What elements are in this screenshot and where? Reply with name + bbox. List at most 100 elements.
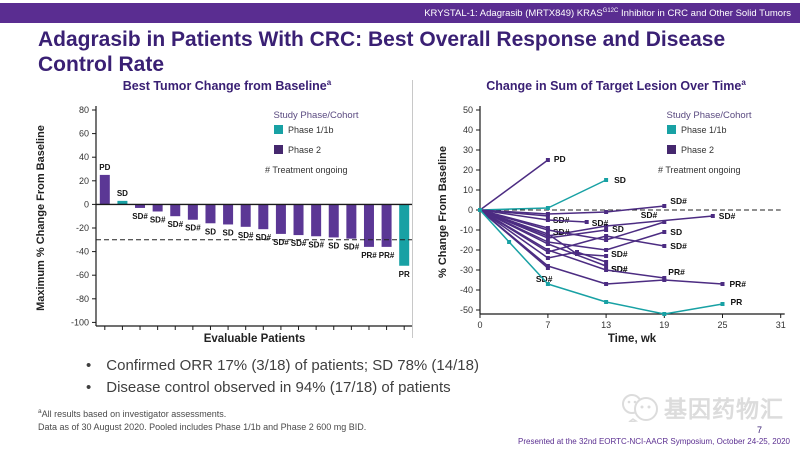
svg-text:SD#: SD# [308, 240, 324, 249]
svg-text:Evaluable Patients: Evaluable Patients [204, 333, 306, 345]
svg-text:-10: -10 [460, 225, 473, 235]
svg-text:13: 13 [601, 320, 611, 330]
svg-text:SD#: SD# [670, 196, 687, 206]
svg-text:SD: SD [328, 241, 339, 250]
svg-text:PR: PR [731, 297, 743, 307]
svg-text:Phase 2: Phase 2 [681, 145, 714, 155]
svg-text:-50: -50 [460, 305, 473, 315]
spider-chart-title: Change in Sum of Target Lesion Over Time… [486, 78, 746, 94]
series-PD [479, 159, 549, 211]
series-SD [479, 179, 607, 211]
svg-text:SD: SD [205, 227, 216, 236]
series-PR# [479, 209, 665, 279]
bar-SD# [346, 204, 357, 239]
bar-PR [399, 204, 410, 266]
svg-text:SD#: SD# [256, 233, 272, 242]
svg-text:0: 0 [84, 199, 89, 209]
chat-face-icon [619, 392, 661, 422]
svg-text:PR#: PR# [730, 279, 747, 289]
svg-text:Time, wk: Time, wk [608, 333, 657, 345]
svg-text:SD#: SD# [132, 212, 148, 221]
svg-text:7: 7 [545, 320, 550, 330]
svg-text:60: 60 [79, 129, 89, 139]
series-SD# [479, 209, 607, 257]
spider-chart-panel: Change in Sum of Target Lesion Over Time… [432, 78, 800, 346]
svg-text:Phase 2: Phase 2 [288, 145, 321, 155]
svg-text:SD: SD [117, 189, 128, 198]
bar-legend: Study Phase/Cohort Phase 1/1b Phase 2 # Tre… [265, 110, 359, 175]
svg-text:Study Phase/Cohort: Study Phase/Cohort [666, 110, 751, 121]
svg-text:PD: PD [554, 154, 566, 164]
bar-SD# [258, 204, 269, 230]
svg-text:PR: PR [399, 270, 410, 279]
svg-text:SD#: SD# [611, 249, 628, 259]
spider-chart: 50 40 30 20 10 0 -10 -20 -30 -40 -50 0 7 13 19 25 31 PD SD… [437, 105, 786, 345]
waterfall-chart-panel: Best Tumor Change from Baselinea 80 60 40 2… [28, 78, 426, 346]
svg-text:50: 50 [463, 105, 473, 115]
key-findings: Confirmed ORR 17% (3/18) of patients; SD… [86, 352, 479, 401]
waterfall-chart-title: Best Tumor Change from Baselinea [122, 78, 332, 94]
svg-text:SD#: SD# [150, 215, 166, 224]
banner-text: KRYSTAL-1: Adagrasib (MRTX849) KRASG12C … [424, 7, 791, 19]
bar-SD [117, 200, 128, 205]
svg-text:Phase 1/1b: Phase 1/1b [681, 125, 727, 135]
svg-text:SD#: SD# [611, 264, 628, 274]
svg-text:SD: SD [223, 228, 234, 237]
svg-text:SD#: SD# [536, 274, 553, 284]
svg-text:40: 40 [463, 125, 473, 135]
svg-text:SD#: SD# [611, 264, 628, 274]
svg-text:# Treatment ongoing: # Treatment ongoing [658, 165, 741, 175]
svg-text:% Change From Baseline: % Change From Baseline [437, 146, 449, 278]
bar-SD# [293, 204, 304, 236]
svg-text:PR#: PR# [361, 251, 377, 260]
svg-text:-100: -100 [71, 317, 89, 327]
svg-text:-40: -40 [76, 247, 89, 257]
svg-text:PR#: PR# [379, 251, 395, 260]
svg-text:SD#: SD# [592, 218, 609, 228]
svg-text:-30: -30 [460, 265, 473, 275]
bar-PR# [381, 204, 392, 247]
svg-text:SD: SD [614, 175, 626, 185]
svg-text:SD#: SD# [641, 210, 658, 220]
svg-text:31: 31 [776, 320, 786, 330]
page-number: 7 [756, 425, 762, 435]
svg-text:0: 0 [477, 320, 482, 330]
svg-text:-80: -80 [76, 294, 89, 304]
bar-SD [205, 204, 216, 224]
bullet-disease-control: Disease control observed in 94% (17/18) … [86, 379, 479, 396]
svg-text:10: 10 [463, 185, 473, 195]
bar-SD# [170, 204, 181, 217]
bar-PR# [363, 204, 374, 247]
bar-SD# [240, 204, 251, 227]
page-title: Adagrasib in Patients With CRC: Best Ove… [38, 28, 726, 77]
watermark-text: 基因药物汇 [664, 396, 784, 422]
bar-SD# [187, 204, 198, 220]
svg-text:19: 19 [659, 320, 669, 330]
bar-PD [99, 174, 110, 205]
svg-text:PR#: PR# [668, 267, 685, 277]
svg-text:PD: PD [99, 163, 110, 172]
bar-SD# [152, 204, 163, 212]
series-SD# [479, 209, 665, 253]
panel-divider [412, 80, 413, 338]
header-banner: KRYSTAL-1: Adagrasib (MRTX849) KRASG12C … [0, 3, 800, 23]
bar-SD [328, 204, 339, 238]
svg-text:SD#: SD# [273, 238, 289, 247]
svg-text:SD: SD [670, 227, 682, 237]
svg-text:SD#: SD# [719, 211, 736, 221]
svg-text:SD#: SD# [238, 231, 254, 240]
svg-text:40: 40 [79, 152, 89, 162]
footnote-line2: Data as of 30 August 2020. Pooled includ… [38, 421, 367, 432]
bullet-orr: Confirmed ORR 17% (3/18) of patients; SD… [86, 357, 479, 374]
series-SD# [479, 209, 713, 237]
svg-text:SD#: SD# [344, 243, 360, 252]
svg-text:-20: -20 [76, 223, 89, 233]
bar-SD [223, 204, 234, 225]
svg-text:80: 80 [79, 105, 89, 115]
svg-text:30: 30 [463, 145, 473, 155]
svg-text:-20: -20 [460, 245, 473, 255]
svg-text:SD#: SD# [291, 239, 307, 248]
